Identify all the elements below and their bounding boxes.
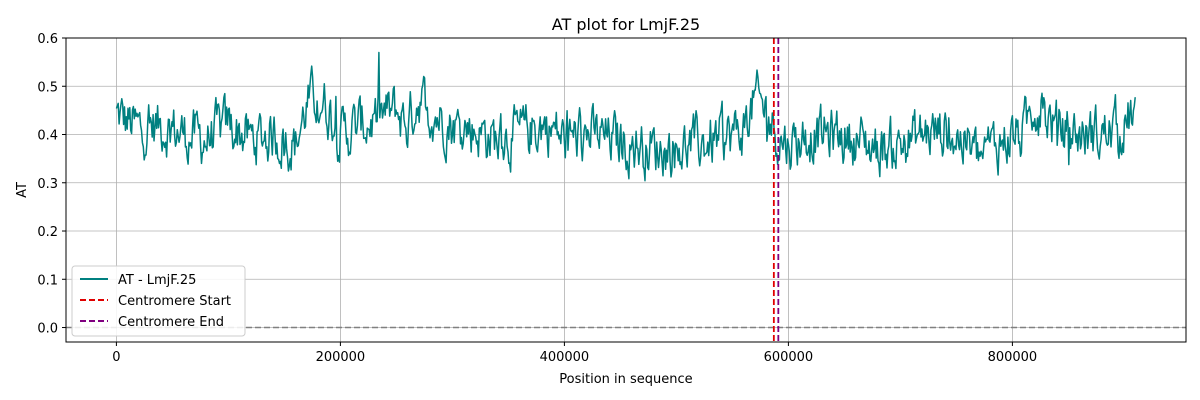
x-tick-label: 800000 <box>988 350 1038 365</box>
y-tick-label: 0.3 <box>37 177 58 192</box>
centromere-layer <box>772 38 780 342</box>
x-axis-ticks: 0 200000 400000 600000 800000 <box>112 342 1037 365</box>
legend: AT - LmjF.25 Centromere Start Centromere… <box>71 265 246 337</box>
x-tick-label: 0 <box>112 350 120 365</box>
x-axis-label: Position in sequence <box>559 372 692 387</box>
y-axis-label: AT <box>15 182 30 198</box>
legend-box <box>71 265 246 337</box>
x-tick-label: 200000 <box>316 350 366 365</box>
x-tick-label: 600000 <box>764 350 814 365</box>
x-tick-label: 400000 <box>540 350 590 365</box>
series-layer <box>115 51 1136 182</box>
y-tick-label: 0.0 <box>37 322 58 337</box>
plot-frame <box>65 37 1187 343</box>
legend-label-centromere-start: Centromere Start <box>118 294 231 309</box>
y-tick-label: 0.4 <box>37 129 58 144</box>
y-tick-label: 0.5 <box>37 80 58 95</box>
y-axis-ticks: 0.0 0.1 0.2 0.3 0.4 0.5 0.6 <box>37 32 66 337</box>
y-tick-label: 0.2 <box>37 225 58 240</box>
chart-title: AT plot for LmjF.25 <box>552 15 700 34</box>
legend-label-at: AT - LmjF.25 <box>118 273 196 288</box>
y-tick-label: 0.1 <box>37 273 58 288</box>
y-tick-label: 0.6 <box>37 32 58 47</box>
legend-label-centromere-end: Centromere End <box>118 315 224 330</box>
series-line-at <box>115 51 1136 182</box>
